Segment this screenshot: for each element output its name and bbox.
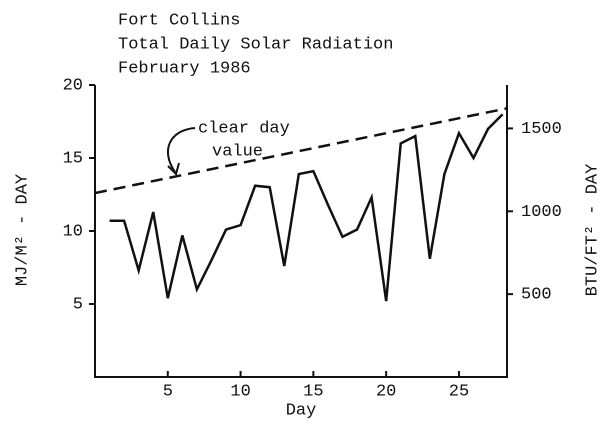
x-tick-label: 10 [230,382,250,401]
y-tick-label: 20 [63,76,83,95]
y2-tick-label: 500 [521,286,552,305]
x-tick-label: 15 [303,382,323,401]
annotation: clear day [198,119,290,138]
chart-title: Total Daily Solar Radiation [118,35,393,54]
x-tick-label: 25 [449,382,469,401]
x-tick-label: 5 [163,382,173,401]
y-tick-label: 5 [73,295,83,314]
y-axis-label: MJ/M² - DAY [13,174,32,286]
clear-day-line [94,107,508,195]
annotation: value [212,142,263,161]
chart-title: Fort Collins [118,11,240,30]
y-tick-label: 10 [63,222,83,241]
y2-axis-label: BTU/FT² - DAY [583,164,602,297]
radiation-line [109,113,504,302]
x-tick-label: 20 [376,382,396,401]
y2-tick-label: 1000 [521,203,562,222]
annotation-arrowhead [167,162,180,176]
x-axis-label: Day [286,401,317,420]
chart-title: February 1986 [118,59,251,78]
annotation-arrow [166,127,196,173]
y-tick-label: 15 [63,149,83,168]
y2-tick-label: 1500 [521,120,562,139]
